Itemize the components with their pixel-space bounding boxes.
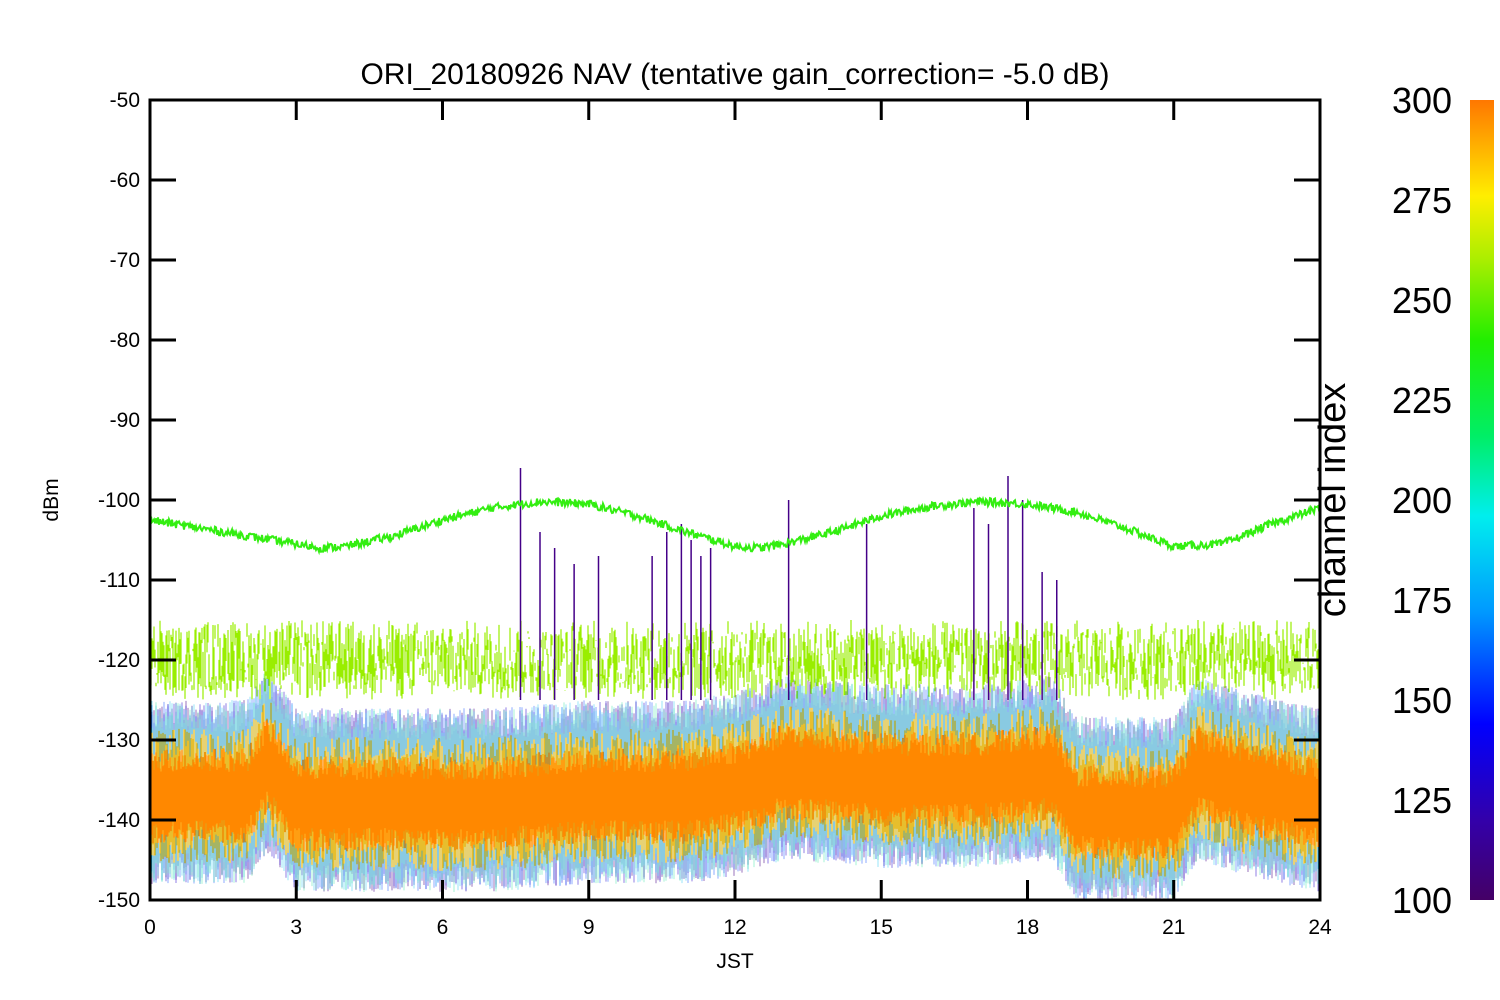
chart-title: ORI_20180926 NAV (tentative gain_correct… — [360, 58, 1109, 91]
colorbar-tick-label: 225 — [1392, 380, 1452, 421]
x-tick-label: 3 — [290, 916, 302, 939]
x-tick-label: 0 — [144, 916, 156, 939]
y-tick-label: -60 — [110, 169, 140, 192]
y-tick-label: -120 — [98, 649, 140, 672]
y-tick-label: -100 — [98, 489, 140, 512]
colorbar-ticks: 100 125 150 175 200 225 250 275 300 — [1392, 80, 1452, 921]
series-green-line — [150, 495, 1320, 556]
colorbar-tick-label: 250 — [1392, 280, 1452, 321]
x-tick-label: 18 — [1016, 916, 1039, 939]
colorbar — [1470, 100, 1494, 900]
y-tick-label: -70 — [110, 249, 140, 272]
x-axis-label: JST — [716, 950, 754, 973]
y-tick-label: -50 — [110, 89, 140, 112]
series-orange-band-1 — [150, 719, 1320, 860]
colorbar-tick-label: 200 — [1392, 480, 1452, 521]
colorbar-tick-label: 300 — [1392, 80, 1452, 121]
y-tick-label: -110 — [100, 569, 140, 592]
x-tick-label: 24 — [1308, 916, 1332, 939]
x-tick-label: 9 — [583, 916, 595, 939]
colorbar-tick-label: 100 — [1392, 880, 1452, 921]
y-tick-label: -90 — [110, 409, 140, 432]
y-tick-label: -150 — [98, 889, 140, 912]
y-tick-label: -80 — [110, 329, 140, 352]
series-high-channels — [150, 702, 1320, 879]
y-tick-label: -130 — [98, 729, 140, 752]
colorbar-tick-label: 175 — [1392, 580, 1452, 621]
series-yellowgreen-band — [150, 620, 1320, 700]
spikes — [519, 468, 1058, 700]
x-tick-label: 6 — [437, 916, 449, 939]
colorbar-tick-label: 150 — [1392, 680, 1452, 721]
colorbar-tick-label: 125 — [1392, 780, 1452, 821]
x-tick-label: 15 — [870, 916, 893, 939]
y-tick-label: -140 — [98, 809, 140, 832]
colorbar-tick-label: 275 — [1392, 180, 1452, 221]
y-axis-label: dBm — [40, 478, 63, 521]
colorbar-label: channel index — [1312, 383, 1354, 618]
x-tick-label: 12 — [723, 916, 746, 939]
x-axis: 0 3 6 9 12 15 18 21 24 — [144, 100, 1332, 939]
x-tick-label: 21 — [1162, 916, 1185, 939]
plot-area — [150, 468, 1320, 900]
y-axis: -50 -60 -70 -80 -90 -100 -110 -120 -130 -140 -150 — [98, 89, 1320, 912]
